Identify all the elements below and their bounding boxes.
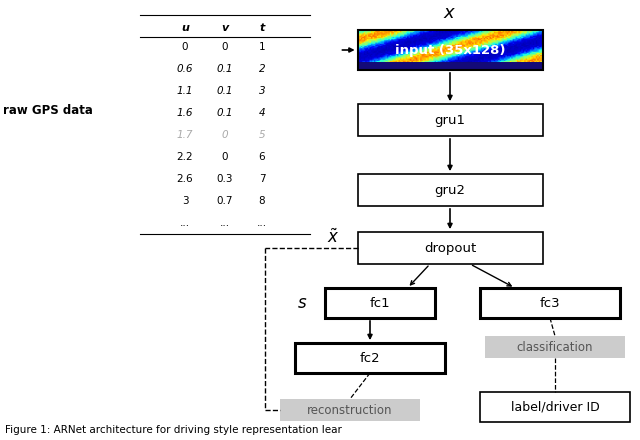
Text: t: t [259,23,265,33]
Text: classification: classification [516,341,593,353]
Text: $x$: $x$ [444,4,456,22]
Text: dropout: dropout [424,242,476,254]
Text: ...: ... [220,218,230,228]
Text: 8: 8 [259,196,266,206]
Bar [480,392,630,422]
Text: 3: 3 [182,196,188,206]
Text: 0.3: 0.3 [217,174,233,184]
Bar [358,30,543,70]
Text: Figure 1: ARNet architecture for driving style representation lear: Figure 1: ARNet architecture for driving… [5,425,342,435]
Bar [295,343,445,373]
Text: ...: ... [257,218,267,228]
Text: 2.6: 2.6 [177,174,193,184]
Text: input (35x128): input (35x128) [395,44,505,56]
Text: 0: 0 [221,152,228,162]
Text: reconstruction: reconstruction [307,403,393,417]
Text: 4: 4 [259,108,266,118]
Bar [358,174,543,206]
Text: 0: 0 [182,42,188,52]
Text: 0.1: 0.1 [217,64,233,74]
Text: 1.7: 1.7 [177,130,193,140]
Text: ...: ... [180,218,190,228]
Text: fc3: fc3 [540,297,560,309]
Text: u: u [181,23,189,33]
Text: v: v [221,23,228,33]
Text: 1.6: 1.6 [177,108,193,118]
Text: gru1: gru1 [435,114,465,127]
Bar [358,232,543,264]
Text: raw GPS data: raw GPS data [3,103,93,117]
Text: $\tilde{x}$: $\tilde{x}$ [327,229,339,247]
Text: 2.2: 2.2 [177,152,193,162]
Text: 0.1: 0.1 [217,86,233,96]
Text: 2: 2 [259,64,266,74]
Text: $s$: $s$ [297,294,307,312]
Text: 3: 3 [259,86,266,96]
Text: 6: 6 [259,152,266,162]
Text: gru2: gru2 [435,183,465,197]
Text: 1.1: 1.1 [177,86,193,96]
Bar [480,288,620,318]
Bar [485,336,625,358]
Text: 7: 7 [259,174,266,184]
Text: 5: 5 [259,130,266,140]
Text: 0: 0 [221,130,228,140]
Bar [325,288,435,318]
Text: fc1: fc1 [370,297,390,309]
Text: 0.7: 0.7 [217,196,233,206]
Text: 1: 1 [259,42,266,52]
Text: fc2: fc2 [360,352,380,364]
Text: 0: 0 [221,42,228,52]
Text: label/driver ID: label/driver ID [511,400,600,414]
Bar [358,104,543,136]
Text: 0.6: 0.6 [177,64,193,74]
Bar [280,399,420,421]
Text: 0.1: 0.1 [217,108,233,118]
